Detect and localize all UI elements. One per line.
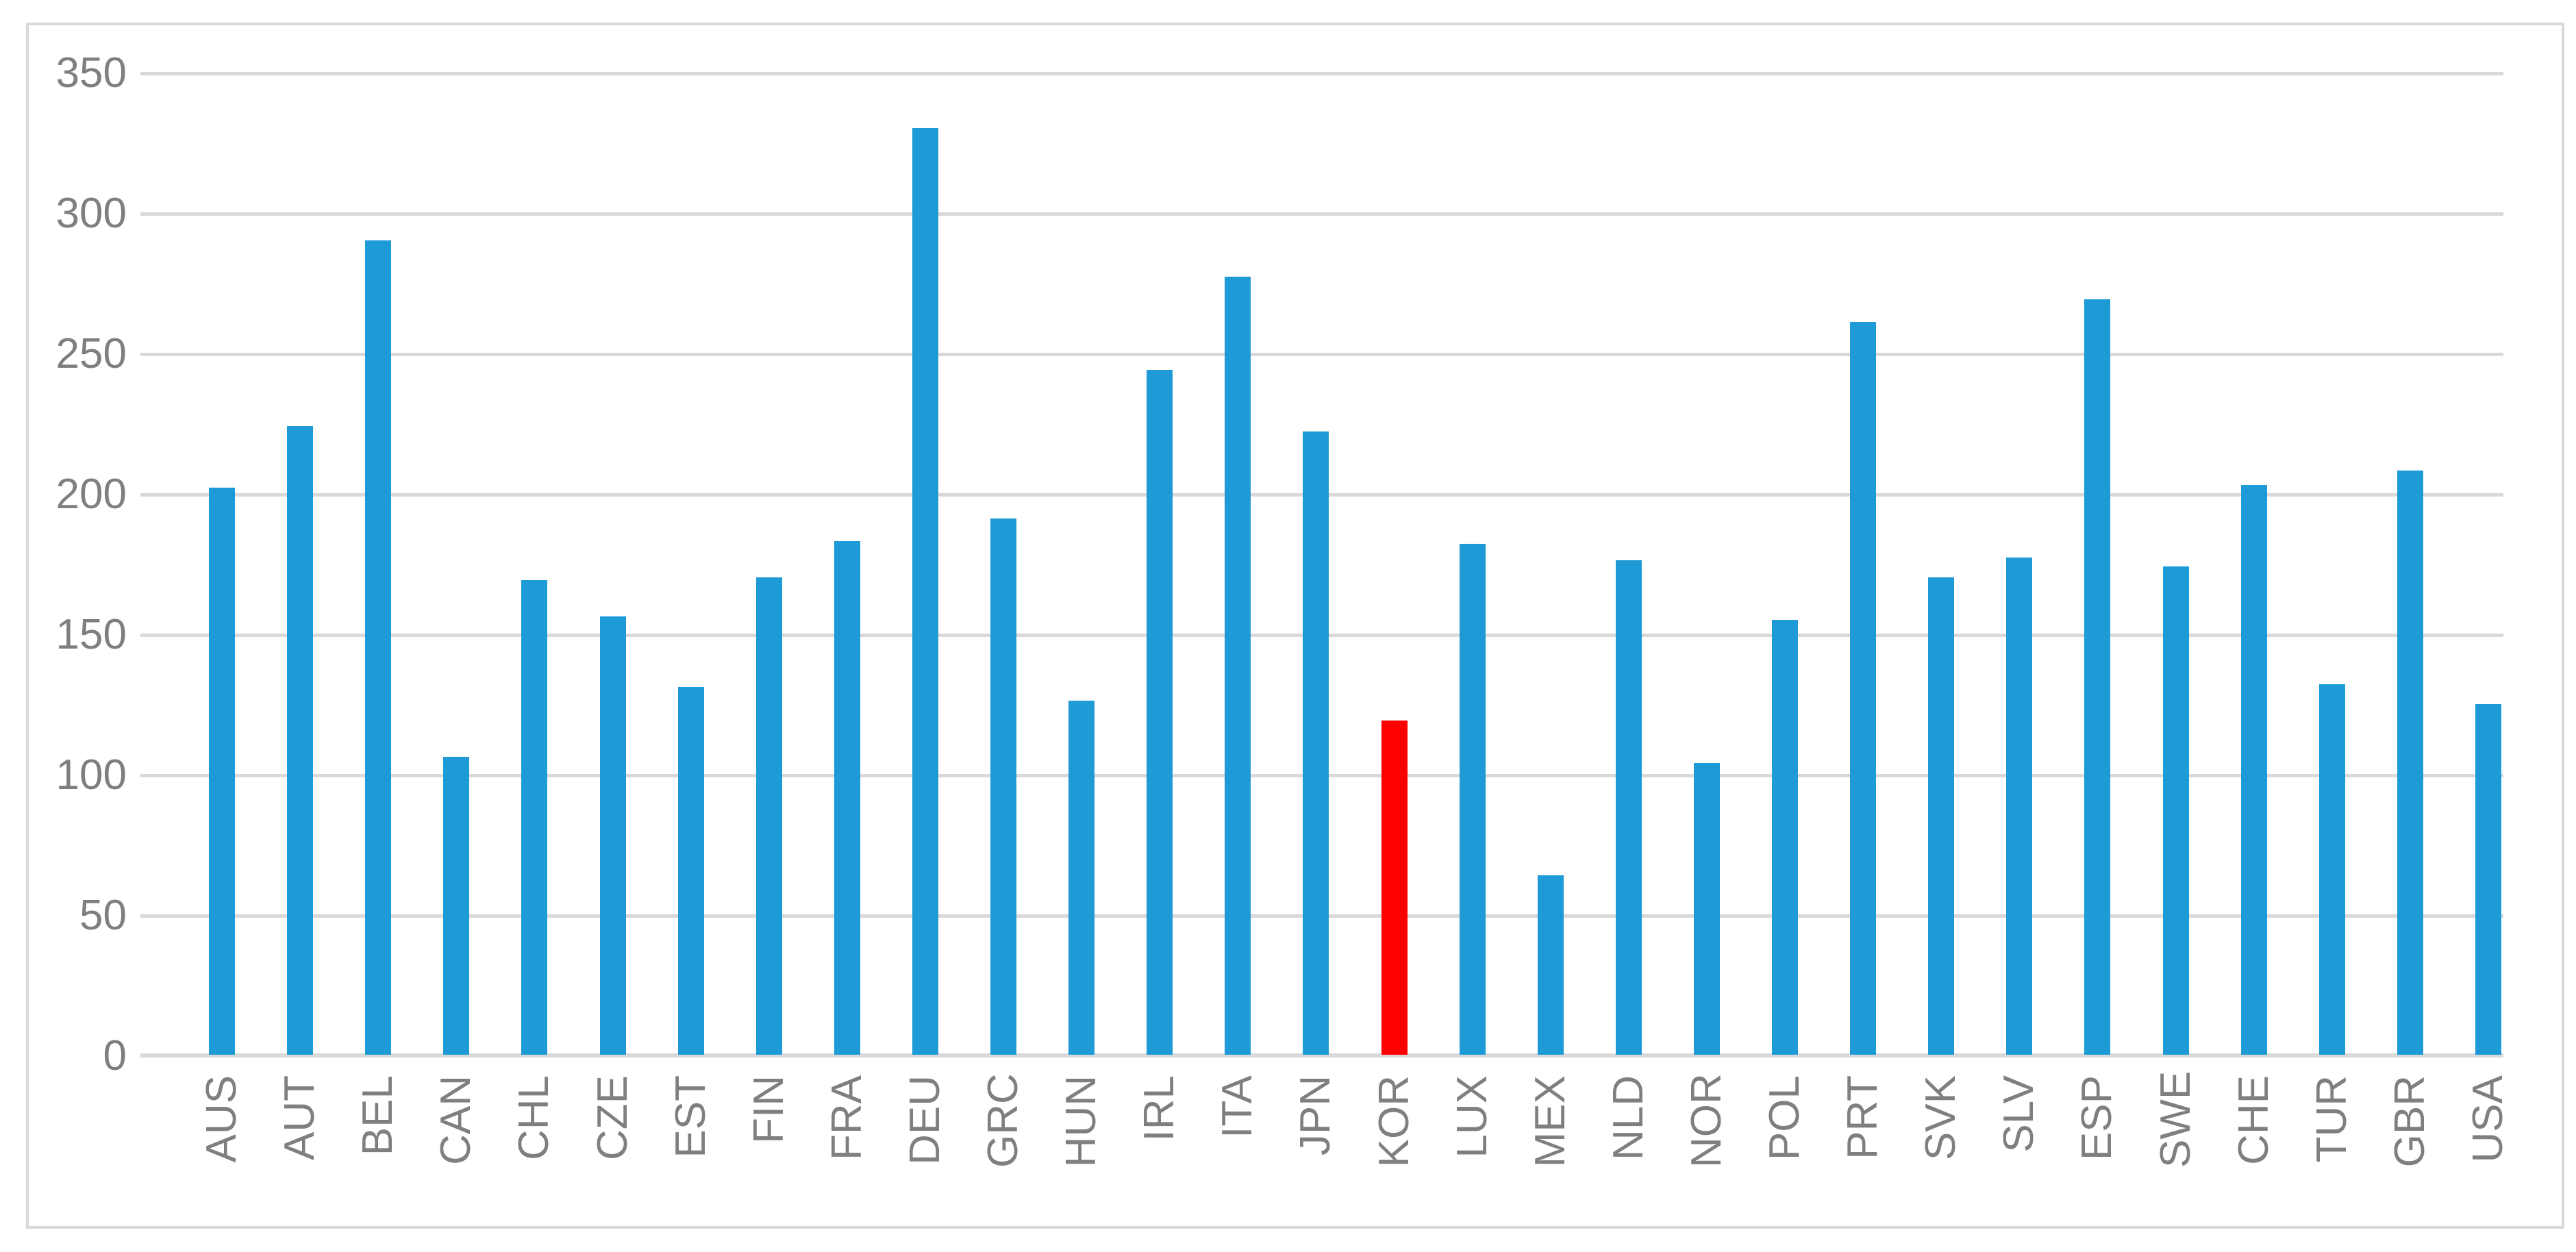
- x-axis-tick-label-kor: KOR: [1370, 1075, 1418, 1168]
- bar-usa: [2475, 703, 2501, 1055]
- bar-can: [443, 757, 470, 1055]
- bar-slv: [2006, 558, 2033, 1055]
- x-axis-tick-label-fra: FRA: [823, 1075, 871, 1160]
- bar-tur: [2318, 684, 2345, 1055]
- x-axis-tick-label-aut: AUT: [276, 1075, 324, 1160]
- bar-prt: [1850, 321, 1877, 1055]
- x-axis-tick-label-svk: SVK: [1917, 1075, 1965, 1161]
- y-axis-tick-label-100: 100: [55, 751, 127, 799]
- x-axis-tick-label-ita: ITA: [1214, 1075, 1262, 1138]
- x-axis-tick-label-est: EST: [666, 1075, 714, 1158]
- bar-esp: [2084, 299, 2111, 1055]
- bar-chl: [521, 580, 548, 1055]
- x-axis-tick-label-mex: MEX: [1526, 1075, 1574, 1168]
- x-axis-tick-label-tur: TUR: [2308, 1075, 2355, 1163]
- x-axis-tick-label-can: CAN: [432, 1075, 480, 1165]
- x-axis-tick-label-deu: DEU: [901, 1075, 949, 1165]
- x-axis-tick-label-hun: HUN: [1058, 1075, 1105, 1168]
- x-axis-tick-label-usa: USA: [2464, 1075, 2512, 1163]
- gridline-350: [140, 72, 2503, 75]
- x-axis-tick-label-irl: IRL: [1136, 1075, 1184, 1142]
- x-axis-tick-label-grc: GRC: [979, 1073, 1027, 1168]
- x-axis-tick-label-bel: BEL: [354, 1075, 402, 1156]
- x-axis-tick-label-chl: CHL: [510, 1075, 558, 1161]
- x-axis-tick-label-gbr: GBR: [2386, 1075, 2434, 1168]
- x-axis-tick-label-esp: ESP: [2073, 1075, 2121, 1161]
- bar-hun: [1068, 701, 1095, 1055]
- y-axis-tick-label-50: 50: [79, 892, 127, 939]
- bar-ita: [1225, 277, 1251, 1055]
- gridline-300: [140, 212, 2503, 216]
- bar-est: [677, 686, 704, 1055]
- x-axis-tick-label-aus: AUS: [198, 1075, 245, 1163]
- bar-pol: [1772, 619, 1798, 1055]
- y-axis-tick-label-250: 250: [55, 330, 127, 377]
- bar-jpn: [1303, 431, 1329, 1055]
- y-axis-tick-label-300: 300: [55, 190, 127, 237]
- y-axis-tick-label-200: 200: [55, 471, 127, 518]
- x-axis-tick-label-fin: FIN: [745, 1075, 792, 1144]
- y-axis-tick-label-150: 150: [55, 611, 127, 658]
- x-axis-tick-label-nld: NLD: [1604, 1075, 1652, 1161]
- bar-aut: [287, 425, 314, 1055]
- x-axis-tick-label-swe: SWE: [2151, 1071, 2199, 1168]
- bar-fra: [834, 540, 860, 1055]
- bar-mex: [1537, 875, 1564, 1055]
- bar-swe: [2162, 566, 2189, 1055]
- bar-lux: [1459, 543, 1486, 1055]
- bar-deu: [912, 128, 938, 1055]
- x-axis-tick-label-pol: POL: [1761, 1075, 1808, 1161]
- bar-svk: [1928, 577, 1955, 1055]
- x-axis-tick-label-che: CHE: [2229, 1075, 2277, 1165]
- x-axis-tick-label-jpn: JPN: [1292, 1075, 1340, 1156]
- bar-cze: [599, 616, 626, 1055]
- x-axis-tick-label-cze: CZE: [588, 1075, 636, 1160]
- gridline-250: [140, 353, 2503, 356]
- y-axis-tick-label-0: 0: [103, 1032, 127, 1079]
- x-axis-baseline: [140, 1053, 2503, 1057]
- bar-nor: [1693, 762, 1720, 1055]
- x-axis-tick-label-prt: PRT: [1839, 1075, 1887, 1160]
- bar-nld: [1615, 560, 1642, 1055]
- x-axis-tick-label-nor: NOR: [1682, 1073, 1730, 1168]
- bar-che: [2240, 484, 2267, 1055]
- bar-aus: [209, 487, 235, 1055]
- bar-gbr: [2397, 471, 2423, 1055]
- bar-irl: [1147, 369, 1173, 1055]
- y-axis-tick-label-350: 350: [55, 49, 127, 97]
- x-axis-tick-label-lux: LUX: [1448, 1075, 1496, 1158]
- bar-kor-highlighted: [1381, 721, 1408, 1055]
- bar-grc: [990, 518, 1016, 1055]
- bar-fin: [755, 577, 782, 1055]
- x-axis-tick-label-slv: SLV: [1995, 1075, 2043, 1153]
- bar-bel: [365, 240, 392, 1055]
